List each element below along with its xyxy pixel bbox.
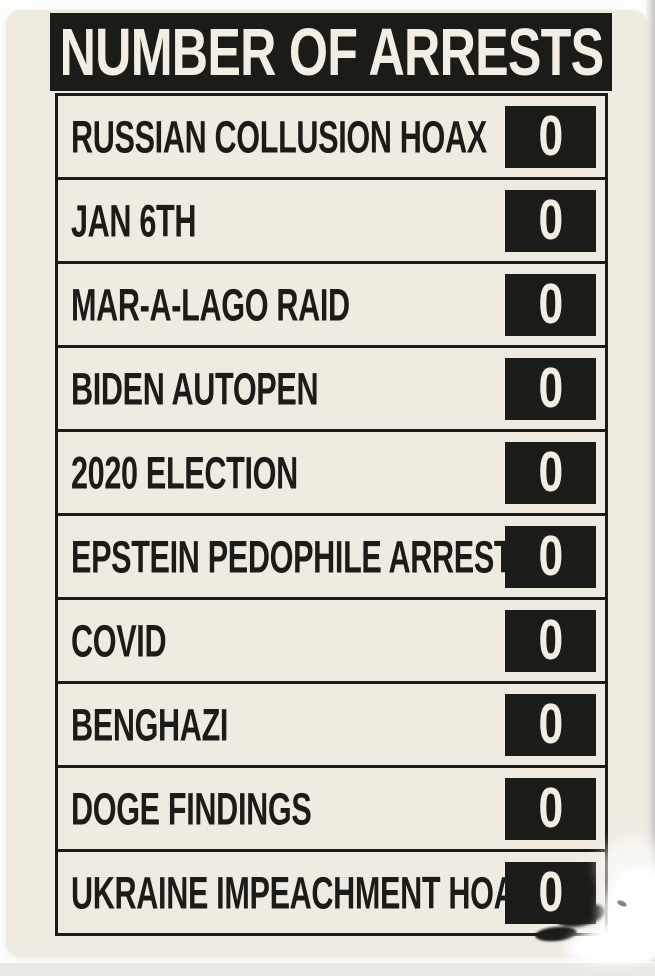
arrest-count-box: 0	[505, 860, 596, 924]
row-label: BIDEN AUTOPEN	[71, 363, 319, 414]
photo-edge-bottom	[0, 963, 655, 976]
arrest-count-box: 0	[505, 356, 596, 420]
arrest-count-box: 0	[505, 440, 596, 504]
table-row: BENGHAZI 0	[55, 681, 608, 768]
sign-title: NUMBER OF ARRESTS	[59, 14, 603, 90]
arrest-count-box: 0	[505, 524, 596, 588]
arrest-count-value: 0	[538, 524, 563, 588]
row-label: RUSSIAN COLLUSION HOAX	[71, 111, 487, 162]
table-row: COVID 0	[55, 597, 608, 684]
row-label: DOGE FINDINGS	[71, 783, 312, 834]
photo-edge-right	[645, 0, 655, 962]
arrest-count-box: 0	[505, 188, 596, 252]
row-label: EPSTEIN PEDOPHILE ARRESTS	[71, 531, 533, 582]
arrest-count-value: 0	[538, 776, 563, 840]
row-label: MAR-A-LAGO RAID	[71, 279, 350, 330]
arrest-count-value: 0	[538, 608, 563, 672]
arrest-count-value: 0	[538, 188, 563, 252]
row-label: UKRAINE IMPEACHMENT HOAX	[71, 867, 536, 918]
table-row: DOGE FINDINGS 0	[55, 765, 608, 852]
table-row: BIDEN AUTOPEN 0	[55, 345, 608, 432]
arrest-count-box: 0	[505, 776, 596, 840]
arrest-count-value: 0	[538, 692, 563, 756]
arrest-count-box: 0	[505, 104, 596, 168]
arrest-count-value: 0	[538, 440, 563, 504]
table-row: EPSTEIN PEDOPHILE ARRESTS 0	[55, 513, 608, 600]
arrest-count-value: 0	[538, 860, 563, 924]
table-row: UKRAINE IMPEACHMENT HOAX 0	[55, 849, 608, 936]
row-label: JAN 6TH	[71, 195, 197, 246]
arrests-sign-card: NUMBER OF ARRESTS RUSSIAN COLLUSION HOAX…	[6, 10, 647, 957]
arrest-count-box: 0	[505, 692, 596, 756]
arrest-count-value: 0	[538, 356, 563, 420]
row-label: COVID	[71, 615, 167, 666]
arrest-count-box: 0	[505, 608, 596, 672]
table-row: 2020 ELECTION 0	[55, 429, 608, 516]
sign-header: NUMBER OF ARRESTS	[50, 13, 612, 91]
table-row: RUSSIAN COLLUSION HOAX 0	[55, 93, 608, 180]
arrests-table: RUSSIAN COLLUSION HOAX 0 JAN 6TH 0 MAR-A…	[55, 93, 608, 936]
row-label: BENGHAZI	[71, 699, 229, 750]
row-label: 2020 ELECTION	[71, 447, 298, 498]
arrest-count-value: 0	[538, 104, 563, 168]
table-row: JAN 6TH 0	[55, 177, 608, 264]
table-row: MAR-A-LAGO RAID 0	[55, 261, 608, 348]
arrest-count-box: 0	[505, 272, 596, 336]
arrest-count-value: 0	[538, 272, 563, 336]
